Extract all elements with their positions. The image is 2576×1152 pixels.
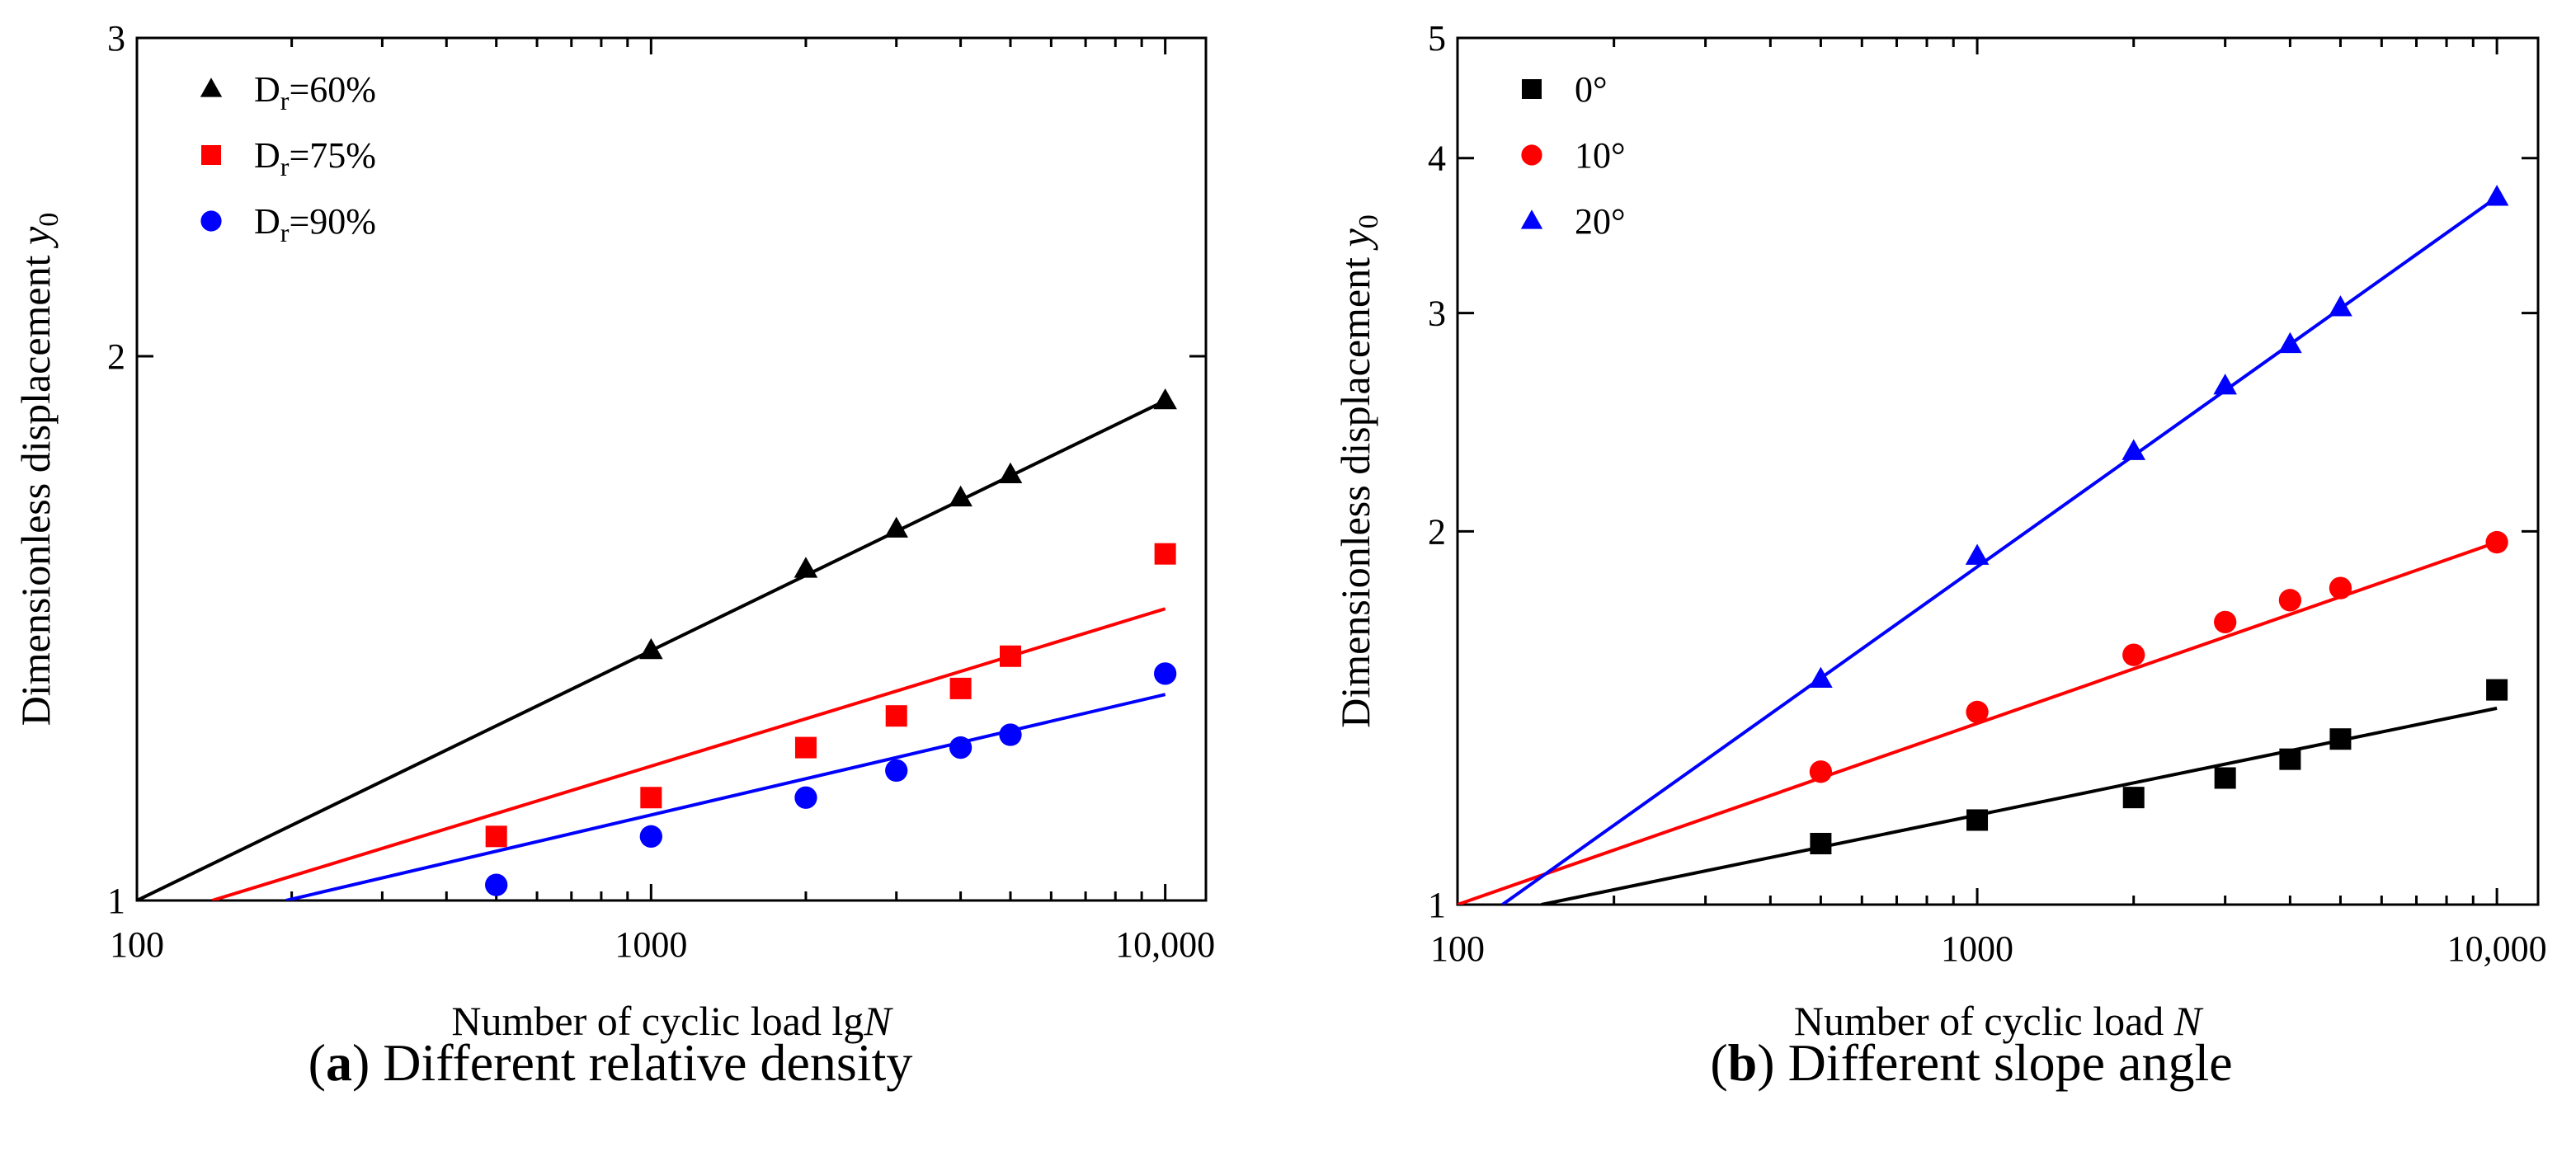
data-point-series-2 — [639, 825, 662, 848]
data-point-series-0 — [794, 557, 818, 578]
data-point-series-1 — [885, 705, 907, 727]
panel-caption: (b) Different slope angle — [1710, 1033, 2232, 1092]
y-tick-label: 5 — [1428, 18, 1446, 59]
plot-frame — [1456, 36, 2540, 906]
x-tick-label: 10,000 — [1115, 924, 1215, 965]
y-tick-label: 1 — [1428, 885, 1446, 925]
y-tick-label: 3 — [107, 18, 125, 59]
x-tick-label: 1000 — [1941, 929, 2013, 969]
legend-label: 0° — [1575, 69, 1608, 110]
data-point-series-0 — [949, 485, 972, 507]
data-point-series-0 — [1153, 388, 1177, 410]
data-point-series-2 — [2484, 185, 2509, 206]
data-point-series-0 — [2214, 767, 2236, 789]
data-point-series-2 — [2278, 331, 2302, 354]
data-point-series-1 — [485, 825, 507, 848]
data-point-series-1 — [794, 736, 817, 759]
x-axis-title: Number of cyclic load lgN — [451, 998, 893, 1044]
data-point-series-0 — [2279, 748, 2301, 770]
data-point-series-0 — [1810, 832, 1832, 854]
data-point-series-1 — [2122, 643, 2145, 666]
y-tick-label: 2 — [1428, 511, 1446, 552]
plot-frame — [135, 36, 1208, 902]
legend-label: Dr=75% — [254, 135, 376, 181]
data-point-series-2 — [885, 759, 908, 783]
fit-line-1 — [1458, 540, 2498, 905]
fit-line-2 — [285, 693, 1166, 900]
data-point-series-1 — [949, 677, 972, 699]
data-point-series-1 — [2485, 530, 2508, 554]
fit-line-0 — [1541, 706, 2498, 905]
legend-marker — [201, 145, 221, 165]
x-axis-title: Number of cyclic load N — [1794, 998, 2204, 1044]
y-tick-label: 3 — [1428, 294, 1446, 334]
data-point-series-2 — [949, 736, 972, 759]
data-point-series-0 — [998, 462, 1023, 484]
data-point-series-2 — [1809, 666, 1833, 688]
data-point-series-2 — [2329, 295, 2352, 317]
data-point-series-2 — [2122, 439, 2146, 460]
panel-a: 100 1000 10,000 1 2 3 Number of cyclic load lg… — [12, 18, 1215, 1092]
legend-marker — [1521, 144, 1542, 166]
data-point-series-1 — [1809, 760, 1833, 783]
legend-marker — [1520, 209, 1543, 229]
y-tick-label: 1 — [107, 881, 125, 921]
data-point-series-2 — [485, 873, 508, 896]
fit-line-1 — [211, 607, 1166, 900]
data-point-series-1 — [640, 787, 662, 809]
y-tick-label: 4 — [1428, 139, 1446, 179]
data-point-series-1 — [2214, 610, 2237, 633]
y-tick-label: 2 — [107, 336, 125, 377]
data-point-series-0 — [2486, 679, 2508, 701]
data-point-series-2 — [1153, 662, 1177, 685]
data-point-series-0 — [1966, 809, 1989, 831]
data-point-series-1 — [1154, 543, 1176, 565]
fit-line-2 — [1501, 195, 2498, 905]
y-axis-title: Dimensionless displacement y0 — [12, 213, 64, 726]
x-tick-label: 10,000 — [2447, 929, 2547, 969]
data-point-series-1 — [2278, 589, 2302, 612]
legend-label: 20° — [1575, 201, 1626, 242]
data-point-series-2 — [794, 786, 817, 809]
data-point-series-0 — [2329, 728, 2352, 750]
x-tick-label: 1000 — [615, 924, 687, 965]
data-point-series-2 — [1965, 543, 1990, 565]
data-point-series-1 — [1000, 645, 1022, 667]
legend-label: 10° — [1575, 135, 1626, 176]
legend-marker — [200, 210, 222, 232]
legend-marker — [1522, 79, 1542, 99]
data-point-series-2 — [999, 723, 1022, 746]
x-tick-label: 100 — [110, 924, 164, 965]
data-point-series-1 — [1966, 700, 1989, 724]
data-point-series-0 — [2122, 787, 2145, 809]
legend-marker — [200, 78, 223, 97]
panel-caption: (a) Different relative density — [308, 1033, 913, 1092]
y-axis-title: Dimensionless displacement y0 — [1332, 214, 1384, 727]
data-point-series-2 — [2213, 374, 2237, 395]
data-point-series-1 — [2329, 576, 2352, 600]
legend-label: Dr=90% — [254, 201, 376, 247]
data-point-series-0 — [639, 637, 663, 660]
legend-label: Dr=60% — [254, 69, 376, 115]
panel-b: 100 1000 10,000 1 2 3 4 5 Number of cyclic load … — [1332, 18, 2547, 1092]
x-tick-label: 100 — [1430, 929, 1485, 969]
data-point-series-0 — [884, 516, 909, 538]
